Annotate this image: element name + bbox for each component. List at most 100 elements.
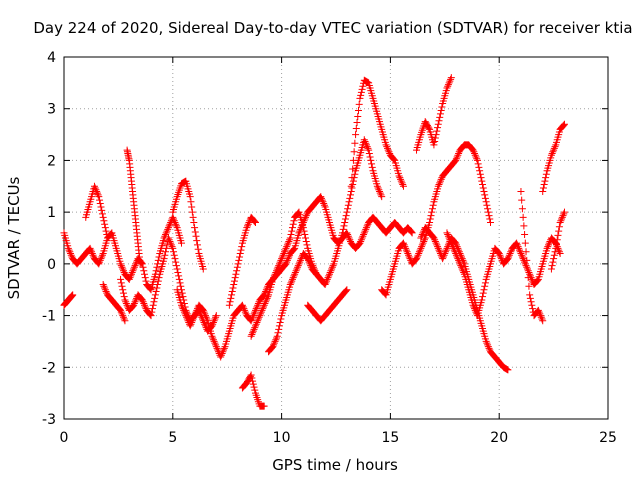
data-point-marker xyxy=(119,286,127,294)
data-point-marker xyxy=(141,274,149,282)
data-point-marker xyxy=(319,198,327,206)
data-point-marker xyxy=(179,305,187,313)
data-point-marker xyxy=(94,191,102,199)
data-point-marker xyxy=(251,218,259,226)
data-point-marker xyxy=(262,296,270,304)
data-point-marker xyxy=(542,174,550,182)
data-point-marker xyxy=(187,320,195,328)
data-point-marker xyxy=(426,218,434,226)
data-point-marker xyxy=(257,310,265,318)
data-point-marker xyxy=(413,255,421,263)
data-point-marker xyxy=(413,253,421,261)
data-point-marker xyxy=(354,112,362,120)
data-point-marker xyxy=(271,337,279,345)
data-point-marker xyxy=(404,250,412,258)
data-point-marker xyxy=(407,227,415,235)
data-point-marker xyxy=(382,141,390,149)
data-point-marker xyxy=(433,241,441,249)
data-point-marker xyxy=(146,285,154,293)
data-point-marker xyxy=(406,255,414,263)
series-track-16 xyxy=(417,224,512,374)
data-point-marker xyxy=(444,232,452,240)
data-point-marker xyxy=(416,246,424,254)
data-point-marker xyxy=(251,308,259,316)
data-point-marker xyxy=(164,225,172,233)
data-point-marker xyxy=(122,298,130,306)
series-track-4 xyxy=(117,234,220,335)
data-point-marker xyxy=(67,251,75,259)
data-point-marker xyxy=(340,222,348,230)
data-point-marker xyxy=(273,267,281,275)
data-point-marker xyxy=(405,251,413,259)
data-point-marker xyxy=(555,223,563,231)
data-point-marker xyxy=(237,246,245,254)
data-point-marker xyxy=(358,85,366,93)
data-point-marker xyxy=(287,231,295,239)
data-point-marker xyxy=(535,308,543,316)
data-point-marker xyxy=(481,279,489,287)
data-point-marker xyxy=(163,227,171,235)
data-point-marker xyxy=(539,187,547,195)
data-point-marker xyxy=(90,182,98,190)
data-point-marker xyxy=(436,177,444,185)
data-point-marker xyxy=(247,317,255,325)
series-track-7 xyxy=(173,193,416,361)
y-tick-label: 2 xyxy=(47,153,56,169)
data-point-marker xyxy=(139,298,147,306)
data-point-marker xyxy=(402,244,410,252)
y-tick-label: 0 xyxy=(47,257,56,273)
data-point-marker xyxy=(317,194,325,202)
data-point-marker xyxy=(446,236,454,244)
data-point-marker xyxy=(203,315,211,323)
data-point-marker xyxy=(363,222,371,230)
data-point-marker xyxy=(362,141,370,149)
data-point-marker xyxy=(537,312,545,320)
data-point-marker xyxy=(98,210,106,218)
data-point-marker xyxy=(212,341,220,349)
data-point-marker xyxy=(307,262,315,270)
data-point-marker xyxy=(418,231,426,239)
data-point-marker xyxy=(272,268,280,276)
data-point-marker xyxy=(513,239,521,247)
data-point-marker xyxy=(263,284,271,292)
data-point-marker xyxy=(515,244,523,252)
data-point-marker xyxy=(361,137,369,145)
data-point-marker xyxy=(178,239,186,247)
data-point-marker xyxy=(520,222,528,230)
data-point-marker xyxy=(354,106,362,114)
data-point-marker xyxy=(249,380,257,388)
data-point-marker xyxy=(234,260,242,268)
data-point-marker xyxy=(132,296,140,304)
data-point-marker xyxy=(454,151,462,159)
data-point-marker xyxy=(254,300,262,308)
data-point-marker xyxy=(550,144,558,152)
data-point-marker xyxy=(155,253,163,261)
data-point-marker xyxy=(141,301,149,309)
data-point-marker xyxy=(518,196,526,204)
data-point-marker xyxy=(407,228,415,236)
data-point-marker xyxy=(138,296,146,304)
data-point-marker xyxy=(273,334,281,342)
data-point-marker xyxy=(471,305,479,313)
data-point-marker xyxy=(419,229,427,237)
data-point-marker xyxy=(545,239,553,247)
data-point-marker xyxy=(152,287,160,295)
y-tick-label: -3 xyxy=(42,412,56,428)
data-point-marker xyxy=(296,225,304,233)
data-point-marker xyxy=(171,255,179,263)
data-point-marker xyxy=(189,213,197,221)
data-point-marker xyxy=(560,210,568,218)
data-point-marker xyxy=(426,215,434,223)
data-point-marker xyxy=(357,236,365,244)
data-point-marker xyxy=(125,275,133,283)
data-point-marker xyxy=(553,236,561,244)
data-point-marker xyxy=(200,308,208,316)
data-point-marker xyxy=(456,260,464,268)
data-point-marker xyxy=(229,284,237,292)
data-point-marker xyxy=(473,156,481,164)
data-point-marker xyxy=(191,228,199,236)
data-point-marker xyxy=(270,339,278,347)
data-point-marker xyxy=(153,284,161,292)
data-point-marker xyxy=(431,236,439,244)
